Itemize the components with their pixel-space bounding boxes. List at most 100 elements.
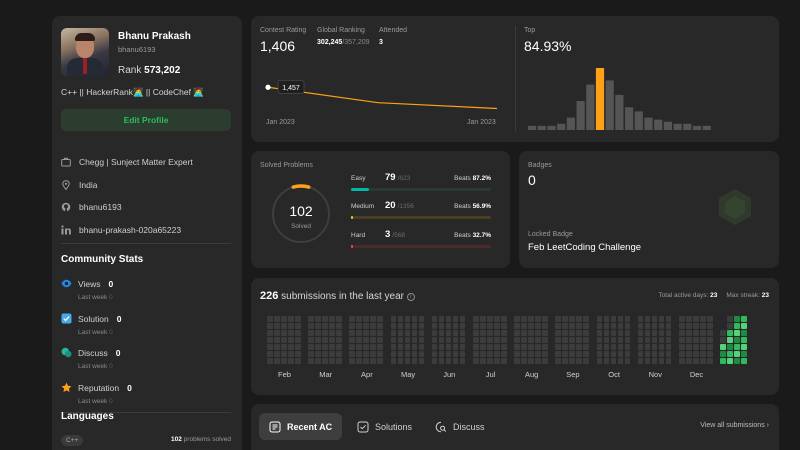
heatmap-cell[interactable]: [363, 316, 369, 322]
heatmap-cell[interactable]: [610, 330, 617, 336]
heatmap-cell[interactable]: [452, 337, 459, 343]
heatmap-cell[interactable]: [535, 323, 541, 329]
heatmap-cell[interactable]: [741, 351, 747, 357]
heatmap-cell[interactable]: [281, 337, 287, 343]
heatmap-cell[interactable]: [267, 316, 273, 322]
heatmap-cell[interactable]: [610, 344, 617, 350]
heatmap-cell[interactable]: [596, 337, 603, 343]
heatmap-cell[interactable]: [431, 344, 438, 350]
heatmap-cell[interactable]: [418, 337, 425, 343]
heatmap-cell[interactable]: [494, 344, 500, 350]
heatmap-cell[interactable]: [624, 337, 631, 343]
heatmap-cell[interactable]: [390, 358, 397, 364]
heatmap-cell[interactable]: [411, 358, 418, 364]
heatmap-cell[interactable]: [445, 351, 452, 357]
heatmap-cell[interactable]: [521, 358, 527, 364]
heatmap-cell[interactable]: [452, 358, 459, 364]
heatmap-cell[interactable]: [438, 337, 445, 343]
heatmap-cell[interactable]: [473, 330, 479, 336]
heatmap-cell[interactable]: [521, 351, 527, 357]
heatmap-cell[interactable]: [603, 323, 610, 329]
rating-line-chart[interactable]: 1,457: [251, 16, 515, 142]
heatmap-cell[interactable]: [308, 316, 314, 322]
heatmap-cell[interactable]: [370, 323, 376, 329]
heatmap-cell[interactable]: [658, 323, 665, 329]
heatmap-cell[interactable]: [459, 323, 466, 329]
heatmap-cell[interactable]: [679, 337, 685, 343]
heatmap-cell[interactable]: [404, 323, 411, 329]
heatmap-cell[interactable]: [459, 351, 466, 357]
heatmap-cell[interactable]: [281, 316, 287, 322]
heatmap-cell[interactable]: [637, 344, 644, 350]
heatmap-cell[interactable]: [720, 323, 726, 329]
heatmap-cell[interactable]: [404, 330, 411, 336]
heatmap-cell[interactable]: [555, 351, 561, 357]
heatmap-cell[interactable]: [438, 358, 445, 364]
heatmap-cell[interactable]: [727, 330, 733, 336]
heatmap-cell[interactable]: [274, 323, 280, 329]
heatmap-cell[interactable]: [288, 337, 294, 343]
heatmap-cell[interactable]: [610, 337, 617, 343]
heatmap-cell[interactable]: [637, 358, 644, 364]
heatmap-cell[interactable]: [521, 316, 527, 322]
heatmap-cell[interactable]: [480, 344, 486, 350]
heatmap-cell[interactable]: [322, 316, 328, 322]
heatmap-cell[interactable]: [295, 330, 301, 336]
heatmap-cell[interactable]: [452, 351, 459, 357]
heatmap-cell[interactable]: [521, 323, 527, 329]
heatmap-cell[interactable]: [349, 323, 355, 329]
heatmap-cell[interactable]: [679, 316, 685, 322]
heatmap-cell[interactable]: [528, 344, 534, 350]
heatmap-cell[interactable]: [651, 351, 658, 357]
heatmap-cell[interactable]: [397, 337, 404, 343]
heatmap-cell[interactable]: [487, 344, 493, 350]
heatmap-cell[interactable]: [686, 323, 692, 329]
heatmap-cell[interactable]: [562, 323, 568, 329]
heatmap-cell[interactable]: [370, 358, 376, 364]
heatmap-cell[interactable]: [356, 337, 362, 343]
heatmap-cell[interactable]: [308, 323, 314, 329]
heatmap-cell[interactable]: [665, 323, 672, 329]
heatmap-cell[interactable]: [404, 316, 411, 322]
heatmap-cell[interactable]: [418, 330, 425, 336]
heatmap-cell[interactable]: [315, 323, 321, 329]
heatmap-cell[interactable]: [610, 316, 617, 322]
heatmap-cell[interactable]: [494, 337, 500, 343]
heatmap-cell[interactable]: [596, 323, 603, 329]
heatmap-cell[interactable]: [707, 344, 713, 350]
heatmap-cell[interactable]: [501, 323, 507, 329]
heatmap-cell[interactable]: [569, 316, 575, 322]
heatmap-cell[interactable]: [370, 330, 376, 336]
heatmap-cell[interactable]: [707, 337, 713, 343]
heatmap-cell[interactable]: [707, 323, 713, 329]
heatmap-cell[interactable]: [528, 323, 534, 329]
heatmap-cell[interactable]: [438, 351, 445, 357]
heatmap-cell[interactable]: [438, 323, 445, 329]
heatmap-cell[interactable]: [363, 330, 369, 336]
heatmap-cell[interactable]: [665, 358, 672, 364]
heatmap-cell[interactable]: [315, 344, 321, 350]
heatmap-cell[interactable]: [583, 330, 589, 336]
heatmap-cell[interactable]: [315, 337, 321, 343]
heatmap-cell[interactable]: [329, 344, 335, 350]
linkedin-link[interactable]: bhanu-prakash-020a65223: [79, 225, 182, 235]
heatmap-cell[interactable]: [686, 358, 692, 364]
heatmap-cell[interactable]: [494, 316, 500, 322]
heatmap-cell[interactable]: [356, 330, 362, 336]
heatmap-cell[interactable]: [596, 358, 603, 364]
heatmap-cell[interactable]: [583, 358, 589, 364]
heatmap-cell[interactable]: [445, 358, 452, 364]
heatmap-grid[interactable]: FebMarAprMayJunJulAugSepOctNovDecJan: [251, 278, 779, 395]
heatmap-cell[interactable]: [267, 323, 273, 329]
heatmap-cell[interactable]: [281, 344, 287, 350]
heatmap-cell[interactable]: [445, 323, 452, 329]
heatmap-cell[interactable]: [322, 358, 328, 364]
heatmap-cell[interactable]: [700, 330, 706, 336]
heatmap-cell[interactable]: [295, 337, 301, 343]
heatmap-cell[interactable]: [727, 316, 733, 322]
heatmap-cell[interactable]: [315, 351, 321, 357]
heatmap-cell[interactable]: [404, 344, 411, 350]
heatmap-cell[interactable]: [514, 351, 520, 357]
heatmap-cell[interactable]: [700, 323, 706, 329]
heatmap-cell[interactable]: [274, 337, 280, 343]
